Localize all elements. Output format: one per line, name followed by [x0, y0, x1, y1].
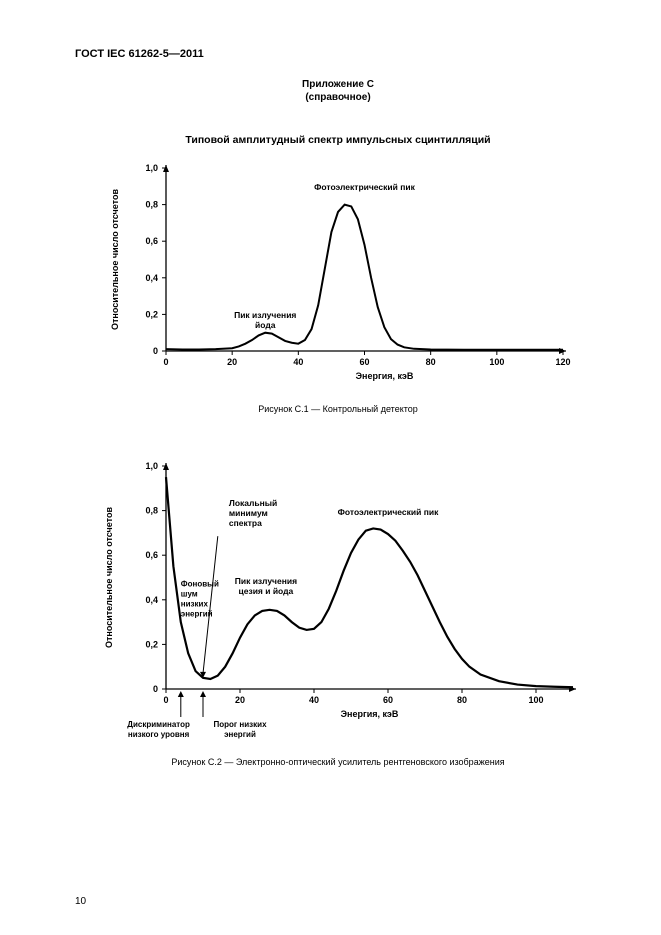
annex-block: Приложение C (справочное) [75, 78, 601, 104]
svg-text:0,6: 0,6 [145, 236, 158, 246]
svg-text:1,0: 1,0 [145, 163, 158, 173]
svg-text:0,2: 0,2 [145, 309, 158, 319]
svg-text:80: 80 [426, 357, 436, 367]
svg-text:Фоновый: Фоновый [181, 579, 219, 588]
figure-c2: 0 20 40 60 80 100 0 0,2 0,4 0,6 0,8 1,0 Энергия, кэВ… [88, 454, 588, 749]
svg-text:Пик излучения: Пик излучения [235, 576, 297, 586]
svg-text:0: 0 [163, 357, 168, 367]
svg-text:энергий: энергий [224, 730, 256, 739]
svg-text:120: 120 [555, 357, 570, 367]
annex-type: (справочное) [75, 91, 601, 104]
figure-c2-caption: Рисунок C.2 — Электронно-оптический усил… [75, 757, 601, 767]
svg-text:40: 40 [293, 357, 303, 367]
svg-text:100: 100 [489, 357, 504, 367]
svg-text:0: 0 [153, 346, 158, 356]
svg-text:минимум: минимум [229, 508, 268, 518]
svg-text:60: 60 [383, 695, 393, 705]
svg-text:20: 20 [235, 695, 245, 705]
svg-text:100: 100 [528, 695, 543, 705]
svg-text:40: 40 [309, 695, 319, 705]
svg-text:энергий: энергий [181, 609, 213, 618]
svg-text:Локальный: Локальный [229, 498, 277, 508]
chart-c1: 0 20 40 60 80 100 120 0 0,2 0,4 0,6 0,8 1,0 Энергия, … [98, 156, 578, 391]
svg-text:Пик излучения: Пик излучения [234, 310, 296, 320]
svg-text:0,4: 0,4 [145, 595, 158, 605]
chart-c2: 0 20 40 60 80 100 0 0,2 0,4 0,6 0,8 1,0 Энергия, кэВ… [88, 454, 588, 744]
svg-text:0: 0 [163, 695, 168, 705]
svg-text:1,0: 1,0 [145, 461, 158, 471]
document-header: ГОСТ IEC 61262-5—2011 [75, 48, 601, 60]
svg-text:спектра: спектра [229, 518, 262, 528]
svg-text:0,8: 0,8 [145, 200, 158, 210]
annex-label: Приложение C [75, 78, 601, 91]
svg-text:низкого уровня: низкого уровня [128, 730, 190, 739]
figure-c1: 0 20 40 60 80 100 120 0 0,2 0,4 0,6 0,8 1,0 Энергия, … [98, 156, 578, 396]
svg-text:цезия и йода: цезия и йода [239, 586, 294, 596]
page-number: 10 [75, 896, 86, 907]
svg-text:60: 60 [359, 357, 369, 367]
svg-text:Фотоэлектрический пик: Фотоэлектрический пик [314, 182, 415, 192]
svg-text:Дискриминатор: Дискриминатор [127, 720, 190, 729]
svg-text:Относительное число отсчетов: Относительное число отсчетов [104, 507, 114, 648]
svg-text:Относительное число отсчетов: Относительное число отсчетов [110, 189, 120, 330]
svg-text:0,8: 0,8 [145, 506, 158, 516]
svg-text:20: 20 [227, 357, 237, 367]
svg-text:0,6: 0,6 [145, 550, 158, 560]
section-title: Типовой амплитудный спектр импульсных сц… [75, 134, 601, 146]
svg-text:Порог низких: Порог низких [213, 720, 267, 729]
page: ГОСТ IEC 61262-5—2011 Приложение C (спра… [0, 0, 661, 935]
svg-text:0,2: 0,2 [145, 639, 158, 649]
svg-text:0: 0 [153, 684, 158, 694]
svg-text:йода: йода [255, 320, 276, 330]
figure-c1-caption: Рисунок C.1 — Контрольный детектор [75, 404, 601, 414]
svg-text:80: 80 [457, 695, 467, 705]
svg-text:0,4: 0,4 [145, 273, 158, 283]
svg-text:низких: низких [181, 599, 209, 608]
svg-text:Энергия, кэВ: Энергия, кэВ [356, 371, 414, 381]
svg-text:шум: шум [181, 589, 198, 598]
svg-text:Фотоэлектрический пик: Фотоэлектрический пик [338, 507, 439, 517]
svg-text:Энергия, кэВ: Энергия, кэВ [341, 709, 399, 719]
